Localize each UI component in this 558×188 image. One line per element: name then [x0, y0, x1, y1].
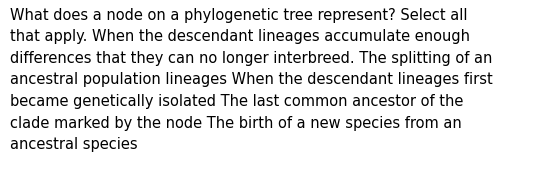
Text: What does a node on a phylogenetic tree represent? Select all
that apply. When t: What does a node on a phylogenetic tree … [10, 8, 493, 152]
